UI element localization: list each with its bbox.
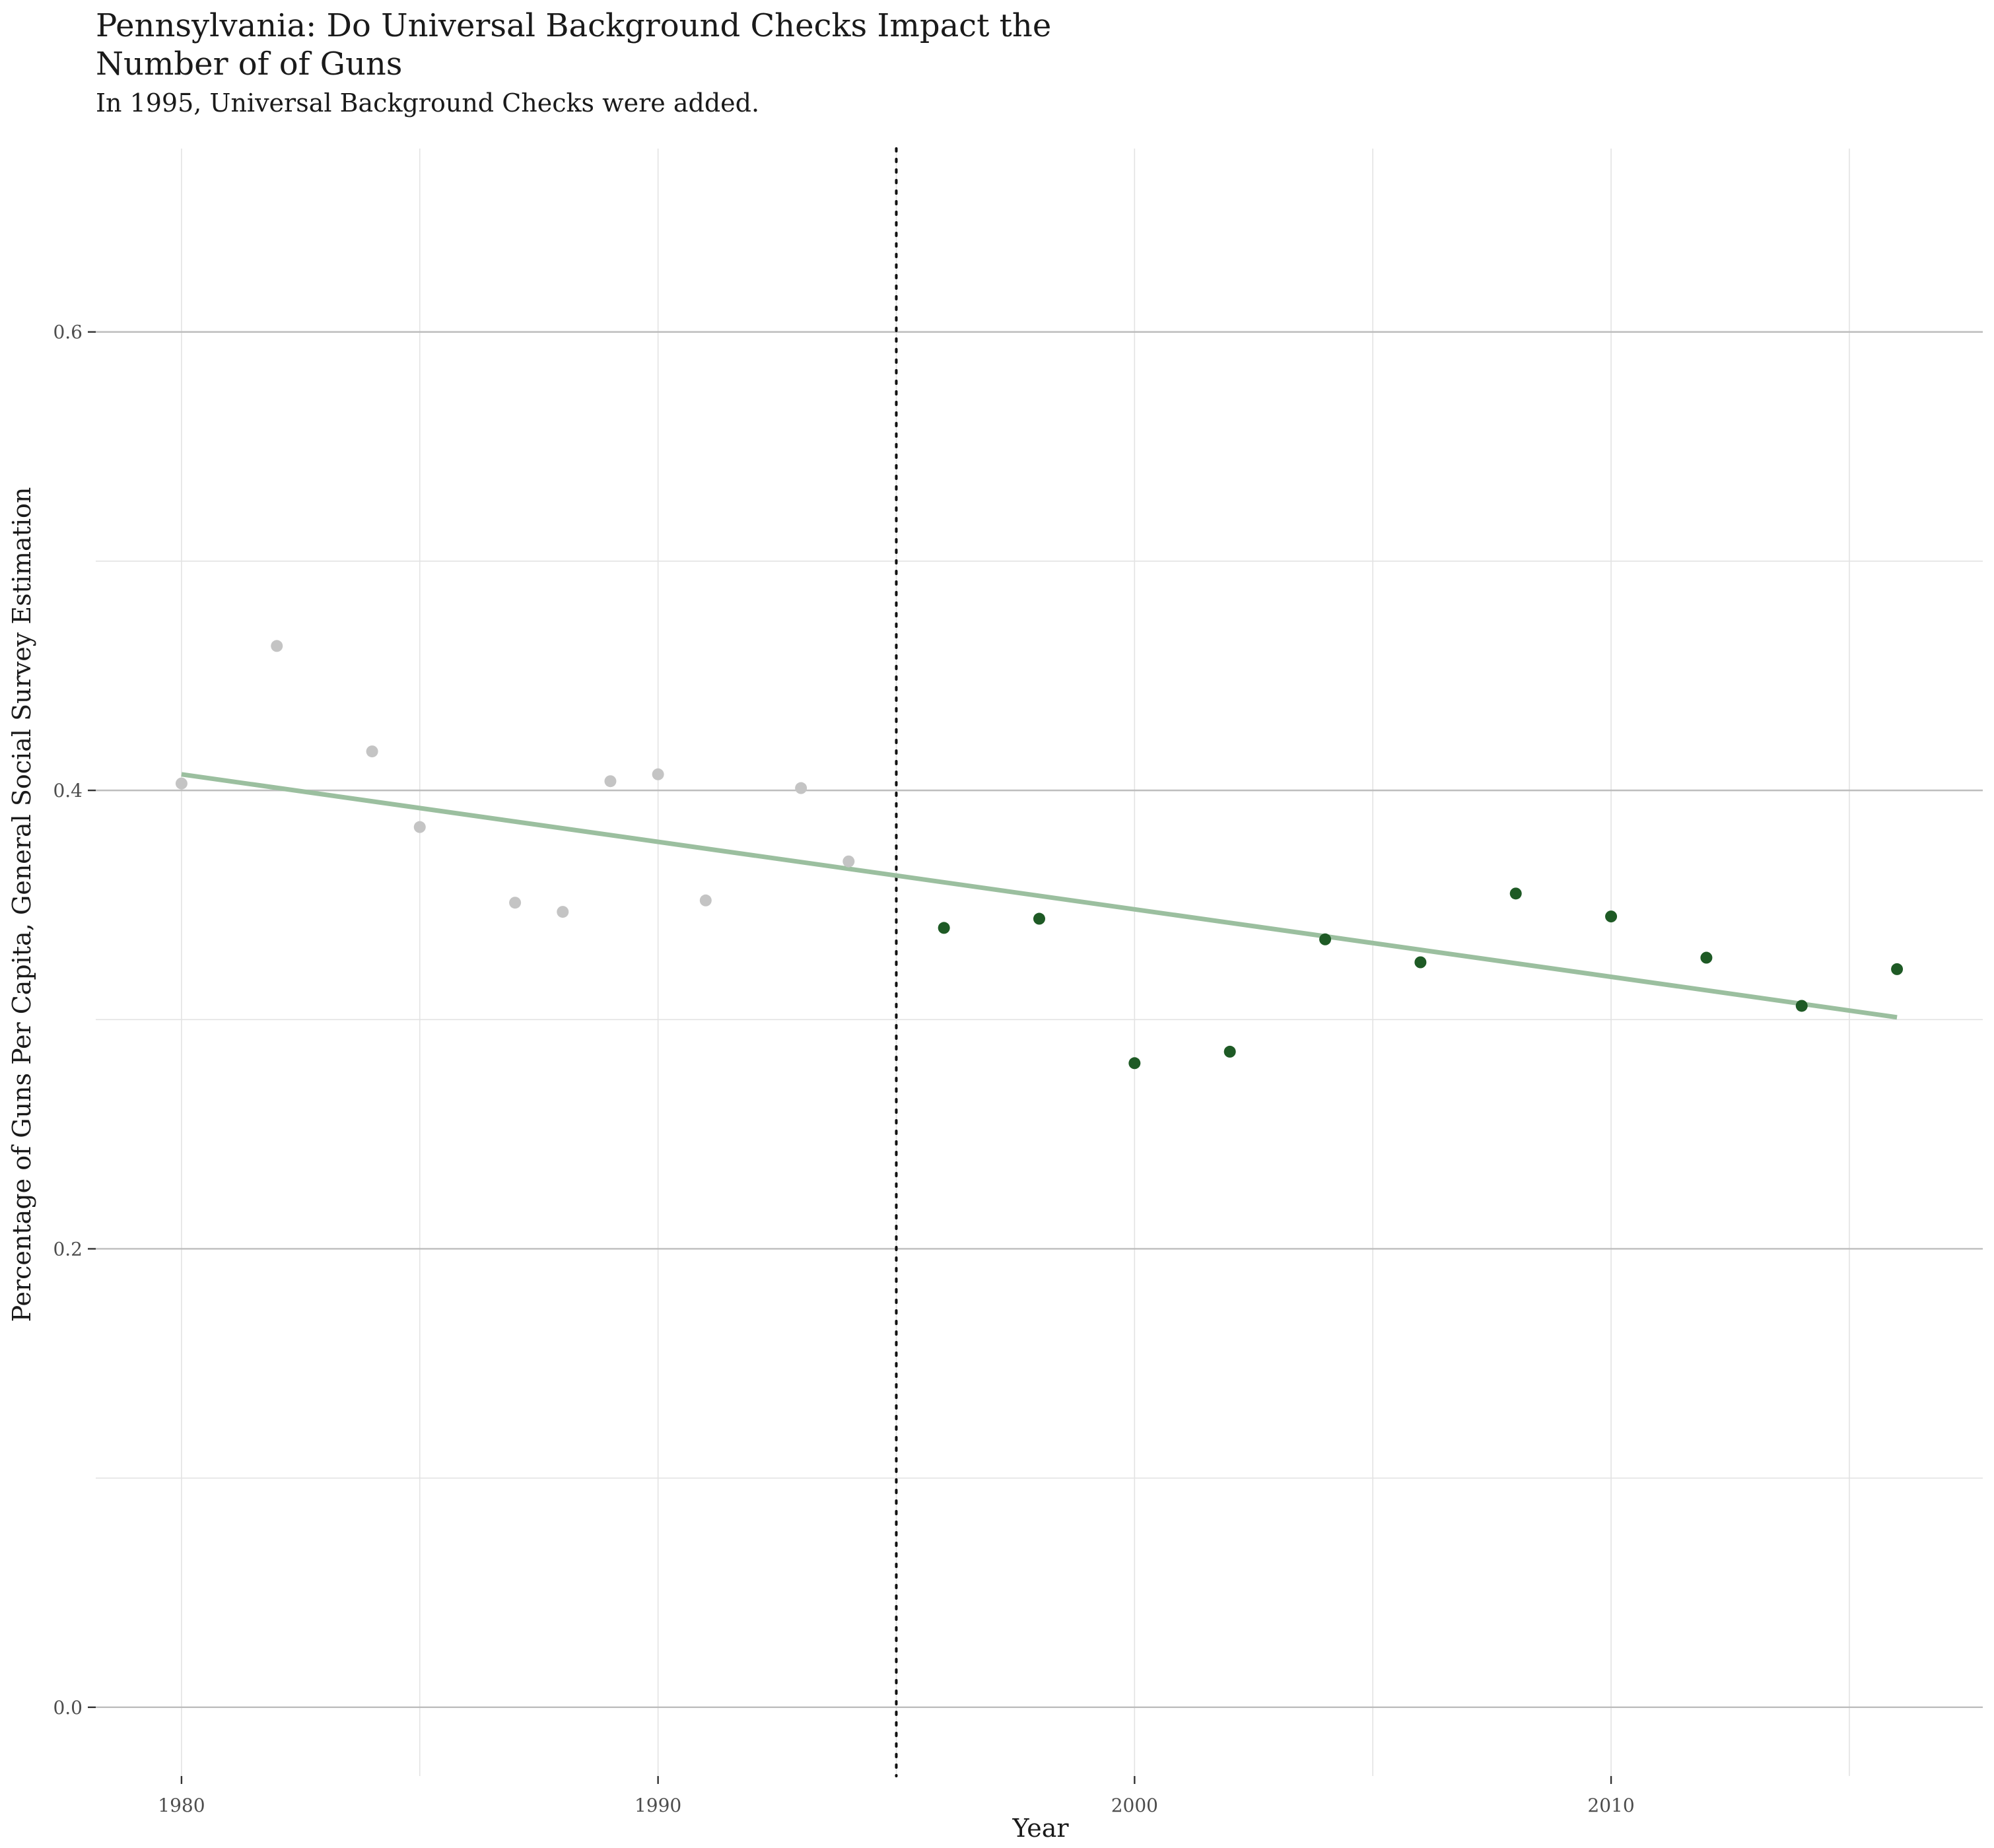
data-points-layer — [175, 640, 1904, 1070]
x-tick-label: 1980 — [158, 1795, 205, 1816]
data-point-after-1995 — [1033, 912, 1045, 925]
data-point-after-1995 — [1128, 1057, 1141, 1070]
data-point-after-1995 — [1700, 951, 1713, 964]
x-tick-label: 2000 — [1111, 1795, 1158, 1816]
y-tick-label: 0.0 — [53, 1697, 83, 1719]
y-tick-label: 0.2 — [53, 1238, 83, 1260]
x-tick-label: 1990 — [635, 1795, 681, 1816]
y-axis-title: Percentage of Guns Per Capita, General S… — [7, 487, 36, 1322]
chart-title: Pennsylvania: Do Universal Background Ch… — [96, 7, 1052, 83]
axis-layer: 0.0 0.2 0.4 0.6 1980 1990 2000 2010 — [53, 322, 1634, 1816]
title-block: Pennsylvania: Do Universal Background Ch… — [96, 7, 1878, 119]
data-point-before-1995 — [413, 821, 426, 833]
x-axis-title: Year — [1012, 1814, 1069, 1843]
trend-line — [181, 772, 1898, 1020]
x-tick-label: 2010 — [1587, 1795, 1634, 1816]
data-point-before-1995 — [604, 775, 617, 788]
grid-layer — [96, 149, 1983, 1776]
chart-subtitle: In 1995, Universal Background Checks wer… — [96, 88, 760, 118]
data-point-before-1995 — [699, 894, 712, 907]
data-point-after-1995 — [1319, 933, 1332, 945]
data-point-after-1995 — [1891, 963, 1904, 975]
data-point-after-1995 — [938, 922, 950, 934]
data-point-after-1995 — [1605, 910, 1618, 923]
data-point-before-1995 — [652, 768, 664, 780]
data-point-before-1995 — [271, 640, 283, 652]
data-point-before-1995 — [509, 897, 522, 909]
data-point-after-1995 — [1509, 887, 1522, 900]
data-point-after-1995 — [1223, 1045, 1236, 1058]
data-point-before-1995 — [557, 906, 569, 918]
data-point-before-1995 — [795, 782, 808, 794]
data-point-before-1995 — [842, 855, 855, 868]
data-point-before-1995 — [366, 745, 378, 758]
y-tick-label: 0.4 — [53, 780, 83, 802]
y-tick-label: 0.6 — [53, 322, 83, 343]
data-point-before-1995 — [175, 777, 188, 790]
trend-line-layer — [181, 772, 1898, 1020]
data-point-after-1995 — [1414, 956, 1427, 969]
data-point-after-1995 — [1795, 1000, 1808, 1012]
